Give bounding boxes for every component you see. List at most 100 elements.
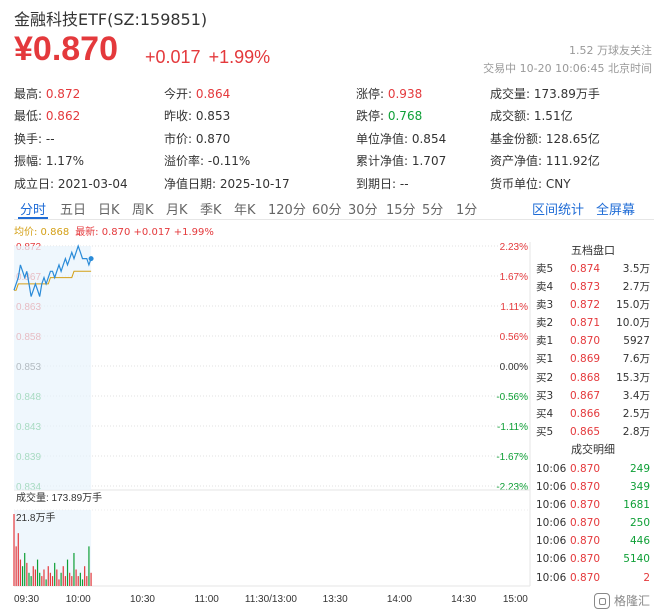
trade-time: 10:06: [536, 571, 567, 584]
volume-bar: [24, 552, 26, 586]
tab-9[interactable]: 30分: [348, 203, 378, 218]
volume-bar: [90, 572, 92, 586]
trade-volume: 1681: [623, 499, 650, 512]
range-stats-button[interactable]: 区间统计: [532, 203, 585, 218]
order-price: 0.870: [570, 335, 601, 348]
x-tick-label: 15:00: [503, 594, 528, 605]
volume-bar: [13, 514, 15, 586]
stat-value: 0.862: [42, 109, 81, 124]
stat-label: 货币单位:: [490, 176, 543, 191]
tab-3[interactable]: 周K: [132, 203, 154, 218]
change-percent: +1.99%: [208, 47, 271, 67]
current-price: ¥0.870: [14, 30, 118, 68]
tab-11[interactable]: 5分: [422, 203, 444, 218]
stat-cell: 涨停: 0.938: [356, 85, 422, 102]
order-book-row: 卖5 0.874 3.5万: [532, 260, 654, 278]
x-tick-label: 14:30: [451, 594, 476, 605]
tab-7[interactable]: 120分: [268, 203, 306, 218]
volume-bar: [15, 546, 17, 586]
stat-cell: 跌停: 0.768: [356, 107, 422, 124]
avg-price-legend: 均价: 0.868: [14, 227, 70, 238]
tab-10[interactable]: 15分: [386, 203, 416, 218]
order-price: 0.868: [570, 371, 601, 384]
order-volume: 3.4万: [622, 389, 650, 402]
trade-row: 10:06 0.870 1681: [532, 496, 654, 514]
tab-8[interactable]: 60分: [312, 203, 342, 218]
order-level: 买2: [536, 371, 554, 384]
order-volume: 15.0万: [616, 299, 650, 312]
stat-cell: 换手: --: [14, 130, 55, 147]
order-volume: 2.8万: [622, 425, 650, 438]
tab-5[interactable]: 季K: [200, 203, 222, 218]
volume-bar: [34, 569, 37, 586]
trade-details-title: 成交明细: [571, 443, 615, 456]
fullscreen-button[interactable]: 全屏幕: [596, 203, 636, 218]
tab-0[interactable]: 分时: [20, 203, 47, 218]
volume-bar: [51, 576, 54, 586]
stat-value: --: [42, 131, 55, 146]
order-book-row: 卖3 0.872 15.0万: [532, 296, 654, 314]
stat-cell: 成立日: 2021-03-04: [14, 175, 128, 192]
volume-bar: [58, 579, 60, 586]
stat-label: 今开:: [164, 87, 193, 101]
stat-label: 昨收:: [164, 109, 193, 124]
stat-value: 0.872: [42, 87, 81, 101]
order-level: 卖2: [536, 317, 554, 330]
stat-value: 2025-10-17: [216, 176, 290, 191]
stat-label: 成交额:: [490, 109, 531, 124]
x-tick-label: 11:00: [195, 594, 220, 605]
order-level: 买3: [536, 389, 554, 402]
order-level: 买4: [536, 407, 554, 420]
trade-price: 0.870: [570, 553, 601, 566]
order-level: 买1: [536, 353, 554, 366]
x-tick-label: 11:30/13:00: [245, 594, 298, 605]
stats-row: 成立日: 2021-03-04 净值日期: 2025-10-17 到期日: -- 货币…: [14, 172, 654, 194]
order-level: 卖5: [536, 263, 554, 275]
volume-bar: [81, 579, 84, 586]
trading-status: 交易中 10-20 10:06:45 北京时间: [483, 62, 652, 75]
order-price: 0.869: [570, 353, 601, 366]
order-book: 五档盘口 卖5 0.874 3.5万 卖4 0.873 2.7万 卖3 0.872 15.0万卖…: [532, 242, 654, 441]
tab-6[interactable]: 年K: [234, 203, 256, 218]
order-book-row: 卖4 0.873 2.7万: [532, 278, 654, 296]
stat-value: 0.854: [408, 131, 447, 146]
stat-value: 111.92亿: [542, 154, 600, 169]
trade-row: 10:06 0.870 5140: [532, 550, 654, 568]
tab-2[interactable]: 日K: [98, 203, 120, 218]
order-volume: 7.6万: [622, 353, 650, 366]
y-tick-right: -2.23%: [496, 482, 528, 493]
tab-4[interactable]: 月K: [166, 203, 188, 218]
stat-value: 1.51亿: [530, 109, 573, 124]
volume-bar: [39, 572, 41, 586]
y-tick-right: 0.00%: [500, 362, 528, 373]
volume-bar: [43, 569, 45, 586]
stat-cell: 基金份额: 128.65亿: [490, 130, 600, 147]
order-price: 0.874: [570, 263, 601, 275]
order-book-row: 买4 0.866 2.5万: [532, 405, 654, 423]
trade-time: 10:06: [536, 535, 567, 548]
tab-1[interactable]: 五日: [60, 203, 87, 218]
order-volume: 15.3万: [616, 371, 650, 384]
tab-12[interactable]: 1分: [456, 203, 478, 218]
trade-time: 10:06: [536, 517, 567, 530]
volume-bar: [21, 566, 24, 586]
follower-count[interactable]: 1.52 万球友关注: [569, 44, 652, 57]
stat-cell: 到期日: --: [356, 175, 409, 192]
order-volume: 3.5万: [622, 263, 650, 275]
stock-title: 金融科技ETF(SZ:159851): [14, 10, 208, 29]
stat-label: 单位净值:: [356, 131, 409, 146]
volume-bar: [66, 559, 69, 586]
order-level: 卖4: [536, 281, 554, 294]
volume-bar: [17, 533, 19, 586]
stat-cell: 成交额: 1.51亿: [490, 107, 573, 124]
stat-label: 基金份额:: [490, 131, 543, 146]
order-book-row: 买3 0.867 3.4万: [532, 387, 654, 405]
stat-label: 溢价率:: [164, 154, 205, 169]
volume-bar: [86, 576, 88, 586]
order-volume: 2.7万: [622, 281, 650, 294]
trade-price: 0.870: [570, 481, 601, 494]
gelonghui-logo-icon: [593, 592, 610, 609]
trade-price: 0.870: [570, 517, 601, 530]
chart-legend: 均价: 0.868 最新: 0.870 +0.017 +1.99%: [14, 223, 214, 238]
